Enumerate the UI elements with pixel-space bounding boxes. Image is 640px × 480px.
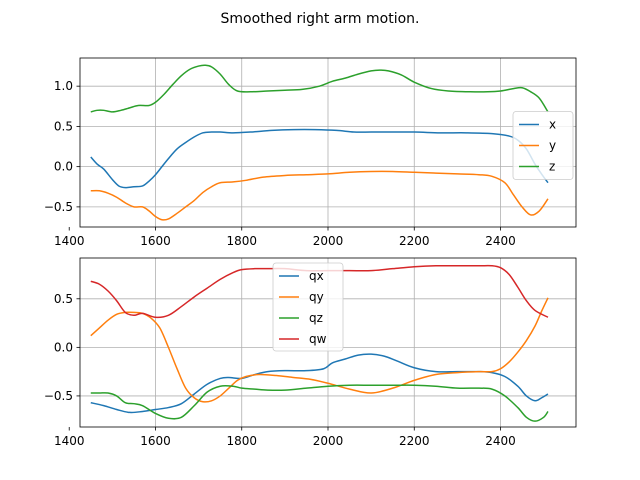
y-tick-label: 0.0 (54, 160, 73, 174)
y-tick-label: −0.5 (44, 200, 73, 214)
legend-label-x: x (549, 118, 556, 132)
x-tick-label: 1800 (226, 434, 257, 448)
legend-label-qy: qy (309, 290, 324, 304)
series-line-y (90, 170, 549, 221)
series-line-x (90, 128, 549, 189)
y-tick-label: 1.0 (54, 79, 73, 93)
series-line-qz (90, 384, 549, 422)
y-tick-label: 0.5 (54, 292, 73, 306)
legend-label-y: y (549, 139, 556, 153)
y-tick-label: −0.5 (44, 389, 73, 403)
x-tick-label: 1400 (54, 434, 85, 448)
legend-label-qw: qw (309, 332, 327, 346)
x-tick-label: 2400 (485, 434, 516, 448)
subplot-orientation: 1400 1600 1800 2000 2200 2400 −0.5 0.0 0.5 qx qy qz… (44, 257, 577, 448)
legend-label-qz: qz (309, 311, 323, 325)
x-tick-label: 1400 (54, 234, 85, 248)
legend-box (272, 262, 344, 352)
x-tick-label: 1800 (226, 234, 257, 248)
legend-label-z: z (549, 160, 555, 174)
x-tick-label: 2200 (399, 434, 430, 448)
series-line-z (90, 64, 549, 113)
x-tick-label: 2000 (313, 234, 344, 248)
x-tick-label: 2400 (485, 234, 516, 248)
x-tick-label: 1600 (140, 434, 171, 448)
series-line-qx (90, 353, 549, 414)
figure-title: Smoothed right arm motion. (221, 11, 420, 27)
legend-label-qx: qx (309, 269, 324, 283)
legend: xyz (512, 111, 574, 180)
x-tick-label: 1600 (140, 234, 171, 248)
legend-box (512, 111, 574, 180)
x-tick-label: 2200 (399, 234, 430, 248)
x-tick-label: 2000 (313, 434, 344, 448)
y-tick-label: 0.0 (54, 340, 73, 354)
subplot-position: 1400 1600 1800 2000 2200 2400 −0.5 0.0 0.5 1.0 xyz (44, 57, 577, 248)
legend: qx qy qz qw (272, 262, 344, 352)
y-tick-label: 0.5 (54, 119, 73, 133)
